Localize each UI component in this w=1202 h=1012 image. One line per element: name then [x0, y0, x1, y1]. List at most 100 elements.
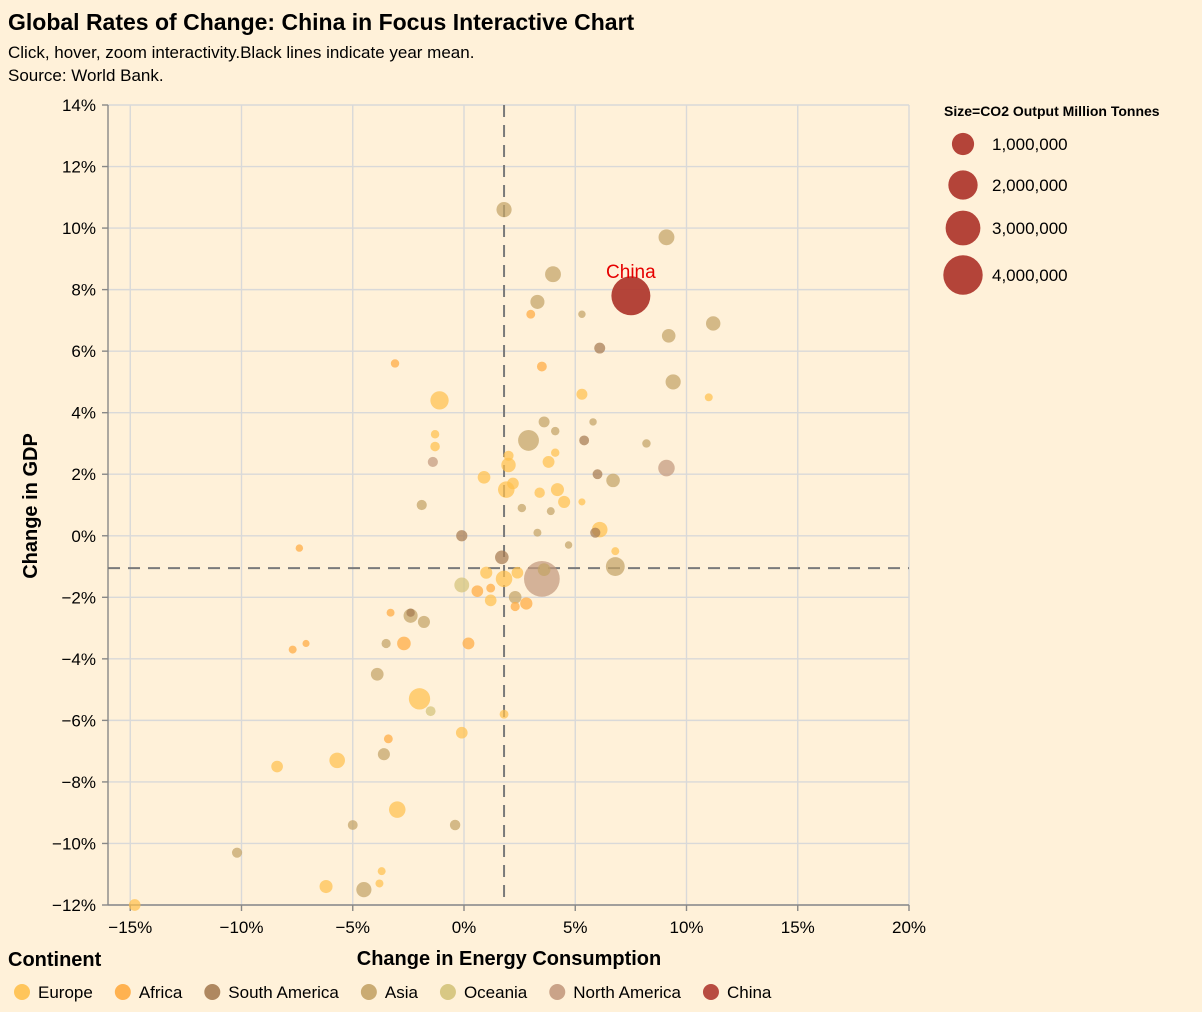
data-point[interactable]	[576, 388, 588, 400]
data-point[interactable]	[231, 847, 243, 858]
data-point[interactable]	[533, 528, 542, 537]
data-point[interactable]	[579, 435, 590, 446]
data-point[interactable]	[523, 560, 560, 597]
data-point[interactable]	[520, 597, 533, 610]
data-point[interactable]	[578, 498, 586, 506]
data-point[interactable]	[665, 374, 681, 390]
data-point[interactable]	[329, 752, 345, 769]
data-point[interactable]	[611, 547, 620, 556]
color-legend-label[interactable]: North America	[573, 983, 681, 1002]
color-legend-label[interactable]: Asia	[385, 983, 419, 1002]
data-point[interactable]	[347, 820, 358, 830]
data-point[interactable]	[295, 544, 304, 552]
data-point[interactable]	[704, 393, 713, 402]
data-point[interactable]	[510, 601, 520, 612]
data-point[interactable]	[545, 266, 561, 283]
data-point[interactable]	[564, 541, 573, 549]
data-point[interactable]	[658, 229, 675, 246]
data-point[interactable]	[537, 563, 551, 576]
data-point[interactable]	[128, 899, 141, 911]
data-point[interactable]	[381, 638, 391, 649]
data-point[interactable]	[377, 748, 390, 761]
data-point[interactable]	[397, 636, 411, 651]
data-point[interactable]	[530, 294, 545, 309]
data-point[interactable]	[546, 507, 555, 516]
data-point[interactable]	[417, 615, 430, 628]
data-point[interactable]	[503, 450, 514, 461]
data-point[interactable]	[454, 577, 470, 593]
color-legend-label[interactable]: South America	[228, 983, 339, 1002]
data-point[interactable]	[377, 867, 386, 876]
data-point[interactable]	[370, 667, 384, 681]
data-point[interactable]	[517, 503, 527, 513]
data-point[interactable]	[558, 495, 571, 508]
data-point[interactable]	[594, 342, 606, 354]
data-points[interactable]	[128, 202, 721, 911]
data-point[interactable]	[592, 469, 603, 480]
color-legend[interactable]: Continent Europe Africa South America Asia O…	[8, 949, 772, 1002]
data-point[interactable]	[507, 477, 519, 490]
data-point[interactable]	[388, 801, 406, 818]
data-point[interactable]	[356, 882, 372, 898]
data-point[interactable]	[661, 328, 676, 343]
data-point[interactable]	[375, 879, 384, 888]
data-point[interactable]	[430, 391, 449, 410]
color-legend-label[interactable]: China	[727, 983, 772, 1002]
color-legend-label[interactable]: Africa	[139, 983, 183, 1002]
data-point[interactable]	[319, 880, 333, 894]
data-point[interactable]	[511, 566, 524, 579]
data-point[interactable]	[495, 570, 513, 588]
data-point[interactable]	[578, 310, 586, 318]
data-point[interactable]	[550, 483, 564, 497]
data-point[interactable]	[501, 457, 516, 473]
data-point[interactable]	[538, 416, 550, 428]
data-point[interactable]	[449, 819, 461, 831]
china-point[interactable]	[611, 276, 651, 316]
data-point[interactable]	[551, 448, 560, 457]
data-point[interactable]	[430, 441, 440, 452]
data-point[interactable]	[302, 639, 310, 648]
data-point[interactable]	[406, 608, 415, 617]
data-point[interactable]	[542, 455, 555, 468]
data-point[interactable]	[484, 594, 497, 607]
data-point[interactable]	[499, 709, 509, 719]
data-point[interactable]	[589, 418, 597, 426]
data-point[interactable]	[642, 439, 651, 448]
data-point[interactable]	[495, 550, 509, 565]
data-point[interactable]	[590, 527, 601, 538]
data-point[interactable]	[390, 359, 400, 368]
data-point[interactable]	[658, 459, 675, 477]
data-point[interactable]	[386, 608, 395, 617]
data-point[interactable]	[456, 530, 468, 542]
data-point[interactable]	[471, 585, 484, 597]
data-point[interactable]	[455, 726, 468, 739]
data-point[interactable]	[416, 499, 427, 511]
data-point[interactable]	[526, 309, 536, 319]
data-point[interactable]	[427, 456, 438, 468]
data-point[interactable]	[496, 202, 512, 218]
data-point[interactable]	[705, 316, 721, 331]
color-legend-label[interactable]: Europe	[38, 983, 93, 1002]
data-point[interactable]	[425, 706, 436, 717]
data-point[interactable]	[534, 487, 545, 498]
data-point[interactable]	[508, 590, 522, 604]
size-legend[interactable]: Size=CO2 Output Million Tonnes 1,000,000…	[943, 103, 1160, 295]
data-point[interactable]	[605, 557, 625, 576]
color-legend-label[interactable]: Oceania	[464, 983, 528, 1002]
data-point[interactable]	[430, 430, 440, 439]
size-legend-symbol	[943, 255, 983, 295]
data-point[interactable]	[536, 361, 547, 372]
gridlines	[108, 104, 910, 906]
data-point[interactable]	[477, 470, 491, 484]
data-point[interactable]	[480, 566, 493, 579]
data-point[interactable]	[271, 760, 283, 773]
data-point[interactable]	[408, 688, 431, 710]
data-point[interactable]	[518, 429, 539, 451]
data-point[interactable]	[288, 645, 297, 654]
data-point[interactable]	[551, 426, 560, 436]
data-point[interactable]	[606, 473, 620, 488]
data-point[interactable]	[486, 583, 496, 593]
data-point[interactable]	[462, 637, 475, 650]
data-point[interactable]	[383, 734, 393, 744]
